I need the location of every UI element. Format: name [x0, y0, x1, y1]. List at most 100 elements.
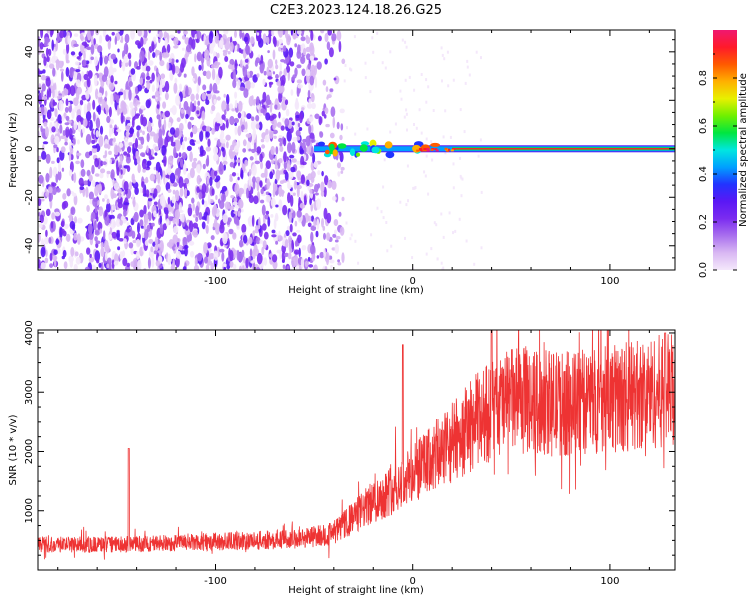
heatmap-cell [235, 172, 240, 176]
heatmap-cell [93, 74, 98, 87]
heatmap-cell [169, 127, 176, 135]
heatmap-cell [76, 139, 80, 145]
heatmap-cell [128, 127, 135, 135]
heatmap-cell [252, 74, 258, 83]
heatmap-cell [183, 100, 189, 111]
heatmap-cell [85, 90, 90, 100]
heatmap-cell [119, 155, 123, 166]
heatmap-cell [255, 237, 261, 245]
heatmap-cell [132, 132, 136, 143]
heatmap-cell [108, 106, 112, 118]
heatmap-cell [93, 38, 96, 46]
heatmap-cell [480, 246, 483, 250]
heatmap-cell [44, 126, 49, 138]
heatmap-cell [252, 176, 256, 184]
heatmap-cell [49, 166, 53, 179]
heatmap-cell [116, 129, 122, 133]
heatmap-cell [192, 203, 195, 211]
heatmap-cell [341, 58, 346, 65]
heatmap-cell [218, 163, 224, 175]
heatmap-cell [179, 83, 182, 91]
heatmap-cell [274, 104, 278, 110]
heatmap-cell [201, 221, 206, 230]
heatmap-cell [123, 42, 129, 55]
heatmap-cell [66, 42, 70, 54]
heatmap-cell [202, 125, 207, 132]
heatmap-cell [38, 258, 41, 269]
heatmap-cell [183, 30, 187, 36]
heatmap-cell [163, 207, 168, 211]
heatmap-cell [220, 220, 223, 225]
heatmap-cell [55, 40, 58, 51]
heatmap-cell [267, 76, 273, 80]
signal-blob [329, 143, 335, 152]
signal-blob [337, 143, 347, 149]
heatmap-cell [117, 188, 122, 194]
heatmap-cell [75, 256, 81, 265]
heatmap-cell [232, 79, 237, 89]
heatmap-cell [96, 258, 100, 264]
heatmap-cell [172, 234, 178, 244]
heatmap-cell [65, 59, 70, 64]
heatmap-cell [383, 158, 386, 162]
heatmap-cell [94, 229, 100, 234]
heatmap-cell [430, 247, 433, 251]
heatmap-cell [299, 202, 306, 209]
heatmap-cell [87, 70, 93, 79]
heatmap-cell [89, 253, 92, 258]
heatmap-cell [275, 204, 279, 208]
heatmap-cell [196, 252, 203, 262]
heatmap-cell [76, 115, 82, 123]
heatmap-cell [224, 208, 228, 214]
signal-blob [430, 142, 440, 147]
heatmap-cell [292, 232, 297, 237]
heatmap-cell [245, 64, 249, 70]
heatmap-cell [91, 139, 96, 144]
heatmap-cell [240, 169, 244, 180]
heatmap-cell [95, 130, 100, 138]
heatmap-cell [44, 257, 49, 264]
heatmap-cell [98, 206, 104, 217]
heatmap-cell [154, 146, 160, 152]
heatmap-cell [136, 125, 141, 131]
heatmap-cell [302, 47, 307, 56]
heatmap-cell [159, 194, 166, 207]
heatmap-cell [210, 235, 215, 241]
heatmap-cell [211, 68, 216, 81]
heatmap-cell [61, 201, 66, 210]
heatmap-cell [168, 239, 174, 248]
heatmap-cell [447, 84, 450, 88]
heatmap-cell [280, 59, 286, 63]
heatmap-cell [247, 217, 253, 224]
heatmap-cell [69, 221, 76, 230]
heatmap-cell [119, 219, 123, 226]
heatmap-cell [84, 36, 88, 42]
heatmap-cell [283, 137, 287, 147]
heatmap-cell [69, 147, 74, 155]
heatmap-cell [164, 92, 169, 101]
x-tick-label: 0 [410, 276, 416, 287]
heatmap-cell [315, 198, 322, 210]
heatmap-cell [102, 198, 105, 202]
heatmap-cell [266, 66, 270, 77]
colorbar: 0.0 0.2 0.4 0.6 0.8 Normalized spectral ampl… [698, 30, 749, 278]
heatmap-cell [232, 69, 237, 81]
heatmap-cell [278, 185, 283, 197]
heatmap-cell [53, 48, 56, 59]
heatmap-cell [60, 135, 65, 139]
heatmap-cell [272, 129, 278, 135]
heatmap-cell [196, 51, 202, 62]
heatmap-cell [119, 251, 124, 261]
heatmap-cell [441, 53, 444, 57]
heatmap-cell [366, 127, 369, 131]
heatmap-cell [194, 257, 198, 267]
heatmap-cell [193, 100, 197, 106]
heatmap-cell [234, 122, 238, 127]
heatmap-cell [310, 64, 316, 73]
heatmap-cell [225, 103, 230, 112]
heatmap-cell [109, 158, 112, 165]
signal-blob [359, 144, 368, 152]
heatmap-cell [319, 251, 325, 259]
heatmap-cell [222, 213, 228, 224]
heatmap-cell [201, 198, 205, 205]
